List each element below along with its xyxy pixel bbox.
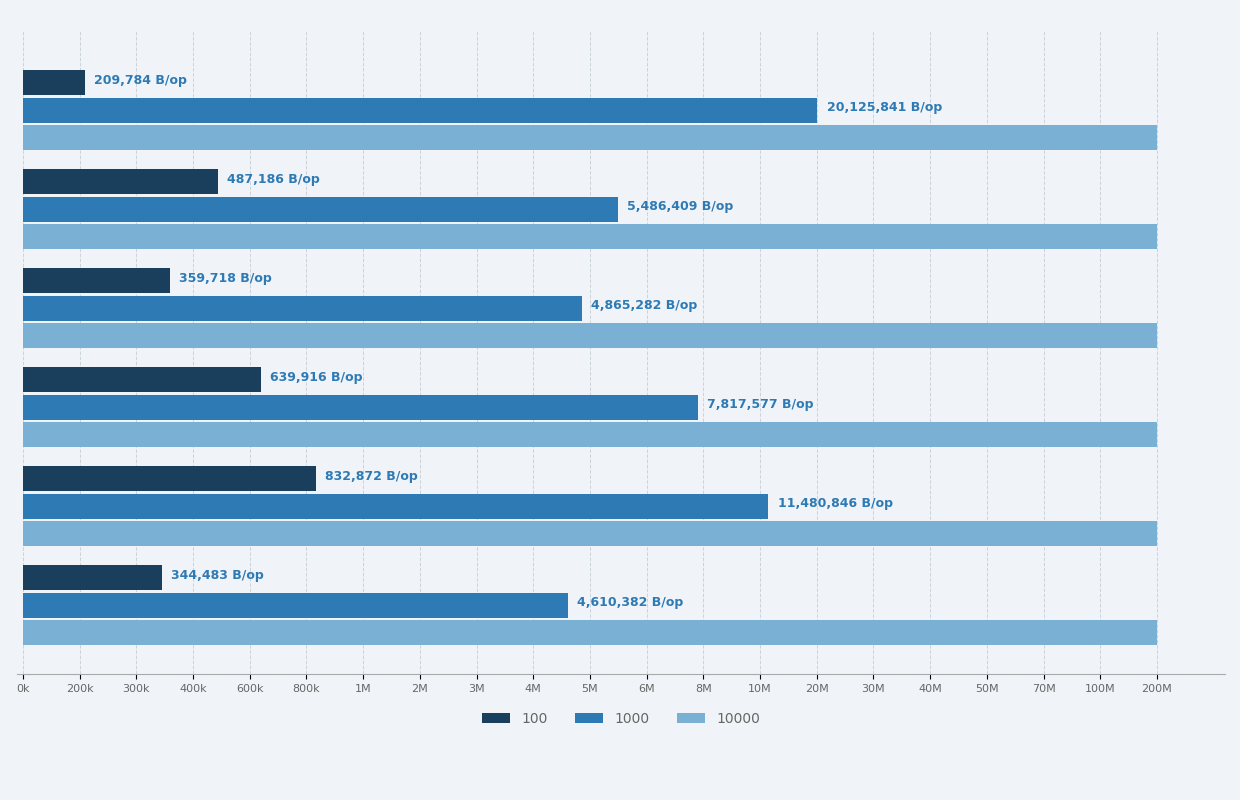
Bar — [22, 323, 1157, 348]
Bar — [22, 466, 316, 491]
Bar — [22, 620, 1157, 646]
Bar — [22, 522, 1157, 546]
Bar — [22, 593, 568, 618]
Bar — [22, 422, 1157, 447]
Text: 487,186 B/op: 487,186 B/op — [227, 173, 320, 186]
Bar — [22, 197, 618, 222]
Text: 4,610,382 B/op: 4,610,382 B/op — [577, 596, 683, 610]
Text: 5,486,409 B/op: 5,486,409 B/op — [626, 201, 733, 214]
Bar — [22, 169, 218, 194]
Text: 209,784 B/op: 209,784 B/op — [94, 74, 187, 86]
Bar — [22, 494, 769, 518]
Bar — [22, 224, 1157, 250]
Bar — [22, 296, 583, 321]
Legend: 100, 1000, 10000: 100, 1000, 10000 — [476, 706, 765, 732]
Text: 4,865,282 B/op: 4,865,282 B/op — [591, 299, 698, 313]
Bar — [22, 565, 161, 590]
Bar — [22, 70, 86, 95]
Text: 7,817,577 B/op: 7,817,577 B/op — [707, 398, 813, 411]
Text: 359,718 B/op: 359,718 B/op — [180, 272, 272, 285]
Bar — [22, 268, 170, 293]
Bar — [22, 367, 262, 392]
Bar — [22, 98, 817, 122]
Bar — [22, 126, 1157, 150]
Text: 639,916 B/op: 639,916 B/op — [270, 370, 362, 384]
Text: 832,872 B/op: 832,872 B/op — [325, 470, 418, 482]
Text: 11,480,846 B/op: 11,480,846 B/op — [777, 498, 893, 510]
Bar — [22, 394, 698, 419]
Text: 20,125,841 B/op: 20,125,841 B/op — [827, 102, 941, 114]
Text: 344,483 B/op: 344,483 B/op — [171, 569, 263, 582]
